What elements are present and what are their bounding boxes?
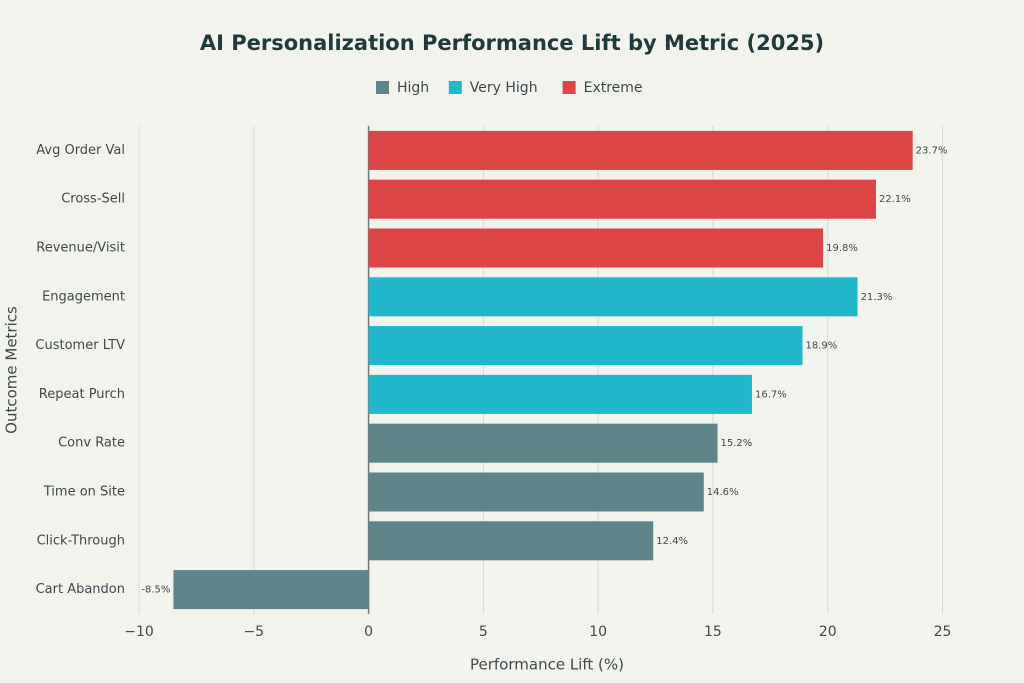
bar <box>368 179 876 219</box>
chart-title: AI Personalization Performance Lift by M… <box>200 31 824 55</box>
x-tick-label: 15 <box>704 624 722 640</box>
bar <box>368 228 824 268</box>
y-tick-label: Avg Order Val <box>36 143 125 158</box>
y-tick-label: Cross-Sell <box>61 192 125 207</box>
x-tick-label: 10 <box>589 624 607 640</box>
y-tick-label: Repeat Purch <box>39 387 125 402</box>
y-tick-label: Cart Abandon <box>36 582 125 597</box>
y-tick-label: Time on Site <box>43 485 125 500</box>
x-tick-label: 0 <box>364 624 373 640</box>
bar <box>368 374 752 414</box>
data-label: 19.8% <box>826 243 858 254</box>
x-tick-label: −5 <box>243 624 264 640</box>
y-tick-label: Engagement <box>42 289 125 304</box>
bar <box>368 423 718 463</box>
y-tick-label: Conv Rate <box>58 436 125 451</box>
x-tick-label: −10 <box>124 624 154 640</box>
y-tick-label: Click-Through <box>37 533 125 548</box>
data-label: 12.4% <box>656 536 688 547</box>
legend-label: Very High <box>470 80 538 96</box>
bar <box>173 570 369 610</box>
data-label: -8.5% <box>141 585 170 596</box>
data-label: 23.7% <box>916 145 948 156</box>
bar <box>368 521 654 561</box>
legend-swatch <box>448 81 462 94</box>
x-tick-label: 20 <box>819 624 837 640</box>
x-axis-title: Performance Lift (%) <box>470 656 624 674</box>
bar <box>368 326 803 366</box>
x-tick-label: 25 <box>934 624 952 640</box>
bar <box>368 130 913 170</box>
y-axis-title: Outcome Metrics <box>3 306 21 434</box>
legend-label: High <box>397 80 429 96</box>
data-label: 22.1% <box>879 194 911 205</box>
data-label: 16.7% <box>755 389 787 400</box>
data-label: 14.6% <box>707 487 739 498</box>
y-tick-label: Revenue/Visit <box>36 241 125 256</box>
legend-swatch <box>562 81 576 94</box>
legend-label: Extreme <box>584 80 643 96</box>
x-tick-label: 5 <box>479 624 488 640</box>
data-label: 15.2% <box>721 438 753 449</box>
data-label: 18.9% <box>805 341 837 352</box>
data-label: 21.3% <box>861 292 893 303</box>
bar <box>368 277 858 317</box>
y-tick-label: Customer LTV <box>35 338 125 353</box>
legend-swatch <box>376 81 389 94</box>
bar <box>368 472 704 512</box>
